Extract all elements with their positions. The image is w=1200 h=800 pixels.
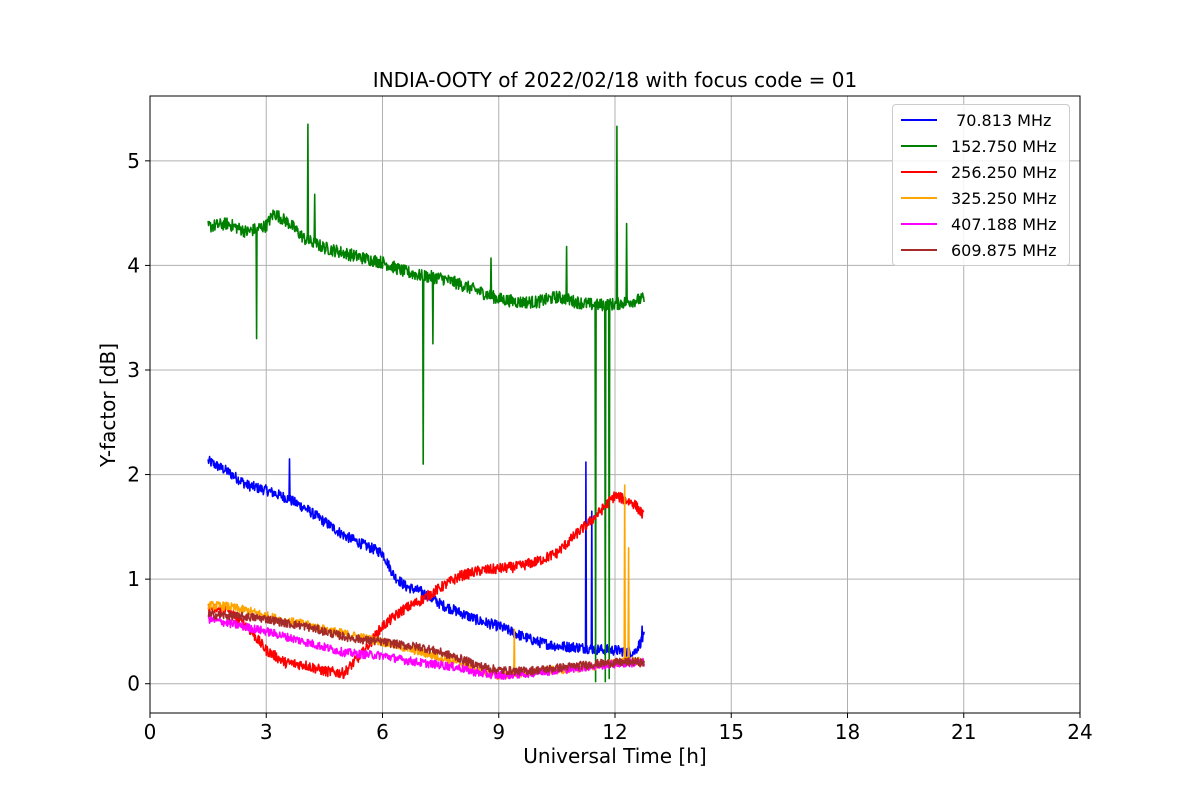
series-line-3	[207, 491, 645, 680]
series-line-1	[207, 455, 645, 658]
legend-swatch	[901, 145, 937, 147]
series-line-2	[207, 123, 645, 683]
legend-item: 256.250 MHz	[901, 162, 1056, 182]
y-tick-label: 4	[127, 253, 140, 277]
x-tick-label: 24	[1067, 720, 1092, 744]
legend-swatch	[901, 223, 937, 225]
legend-swatch	[901, 249, 937, 251]
y-tick-label: 3	[127, 358, 140, 382]
legend-swatch	[901, 171, 937, 173]
legend-item: 70.813 MHz	[901, 110, 1051, 130]
legend-swatch	[901, 119, 937, 121]
plot-series-group	[207, 123, 645, 683]
legend-label: 70.813 MHz	[951, 110, 1052, 130]
x-tick-label: 9	[492, 720, 505, 744]
x-axis-label: Universal Time [h]	[523, 744, 706, 768]
series-line-6	[207, 610, 645, 676]
x-tick-label: 0	[144, 720, 157, 744]
legend-item: 152.750 MHz	[901, 136, 1056, 156]
legend-swatch	[901, 197, 937, 199]
legend-label: 256.250 MHz	[951, 162, 1057, 182]
x-tick-label: 12	[602, 720, 627, 744]
x-tick-label: 6	[376, 720, 389, 744]
y-tick-label: 0	[127, 672, 140, 696]
legend-item: 407.188 MHz	[901, 214, 1056, 234]
legend-label: 152.750 MHz	[951, 136, 1057, 156]
chart-legend: 70.813 MHz 152.750 MHz 256.250 MHz 325.2…	[892, 104, 1070, 266]
legend-label: 407.188 MHz	[951, 214, 1057, 234]
legend-item: 325.250 MHz	[901, 188, 1056, 208]
legend-item: 609.875 MHz	[901, 240, 1056, 260]
y-tick-label: 5	[127, 149, 140, 173]
legend-label: 325.250 MHz	[951, 188, 1057, 208]
legend-label: 609.875 MHz	[951, 240, 1057, 260]
y-axis-label: Y-factor [dB]	[96, 343, 120, 468]
x-tick-label: 18	[835, 720, 860, 744]
y-tick-label: 2	[127, 463, 140, 487]
y-tick-label: 1	[127, 567, 140, 591]
x-tick-label: 21	[951, 720, 976, 744]
chart-title: INDIA-OOTY of 2022/02/18 with focus code…	[373, 68, 857, 92]
x-tick-label: 15	[719, 720, 744, 744]
x-tick-label: 3	[260, 720, 273, 744]
